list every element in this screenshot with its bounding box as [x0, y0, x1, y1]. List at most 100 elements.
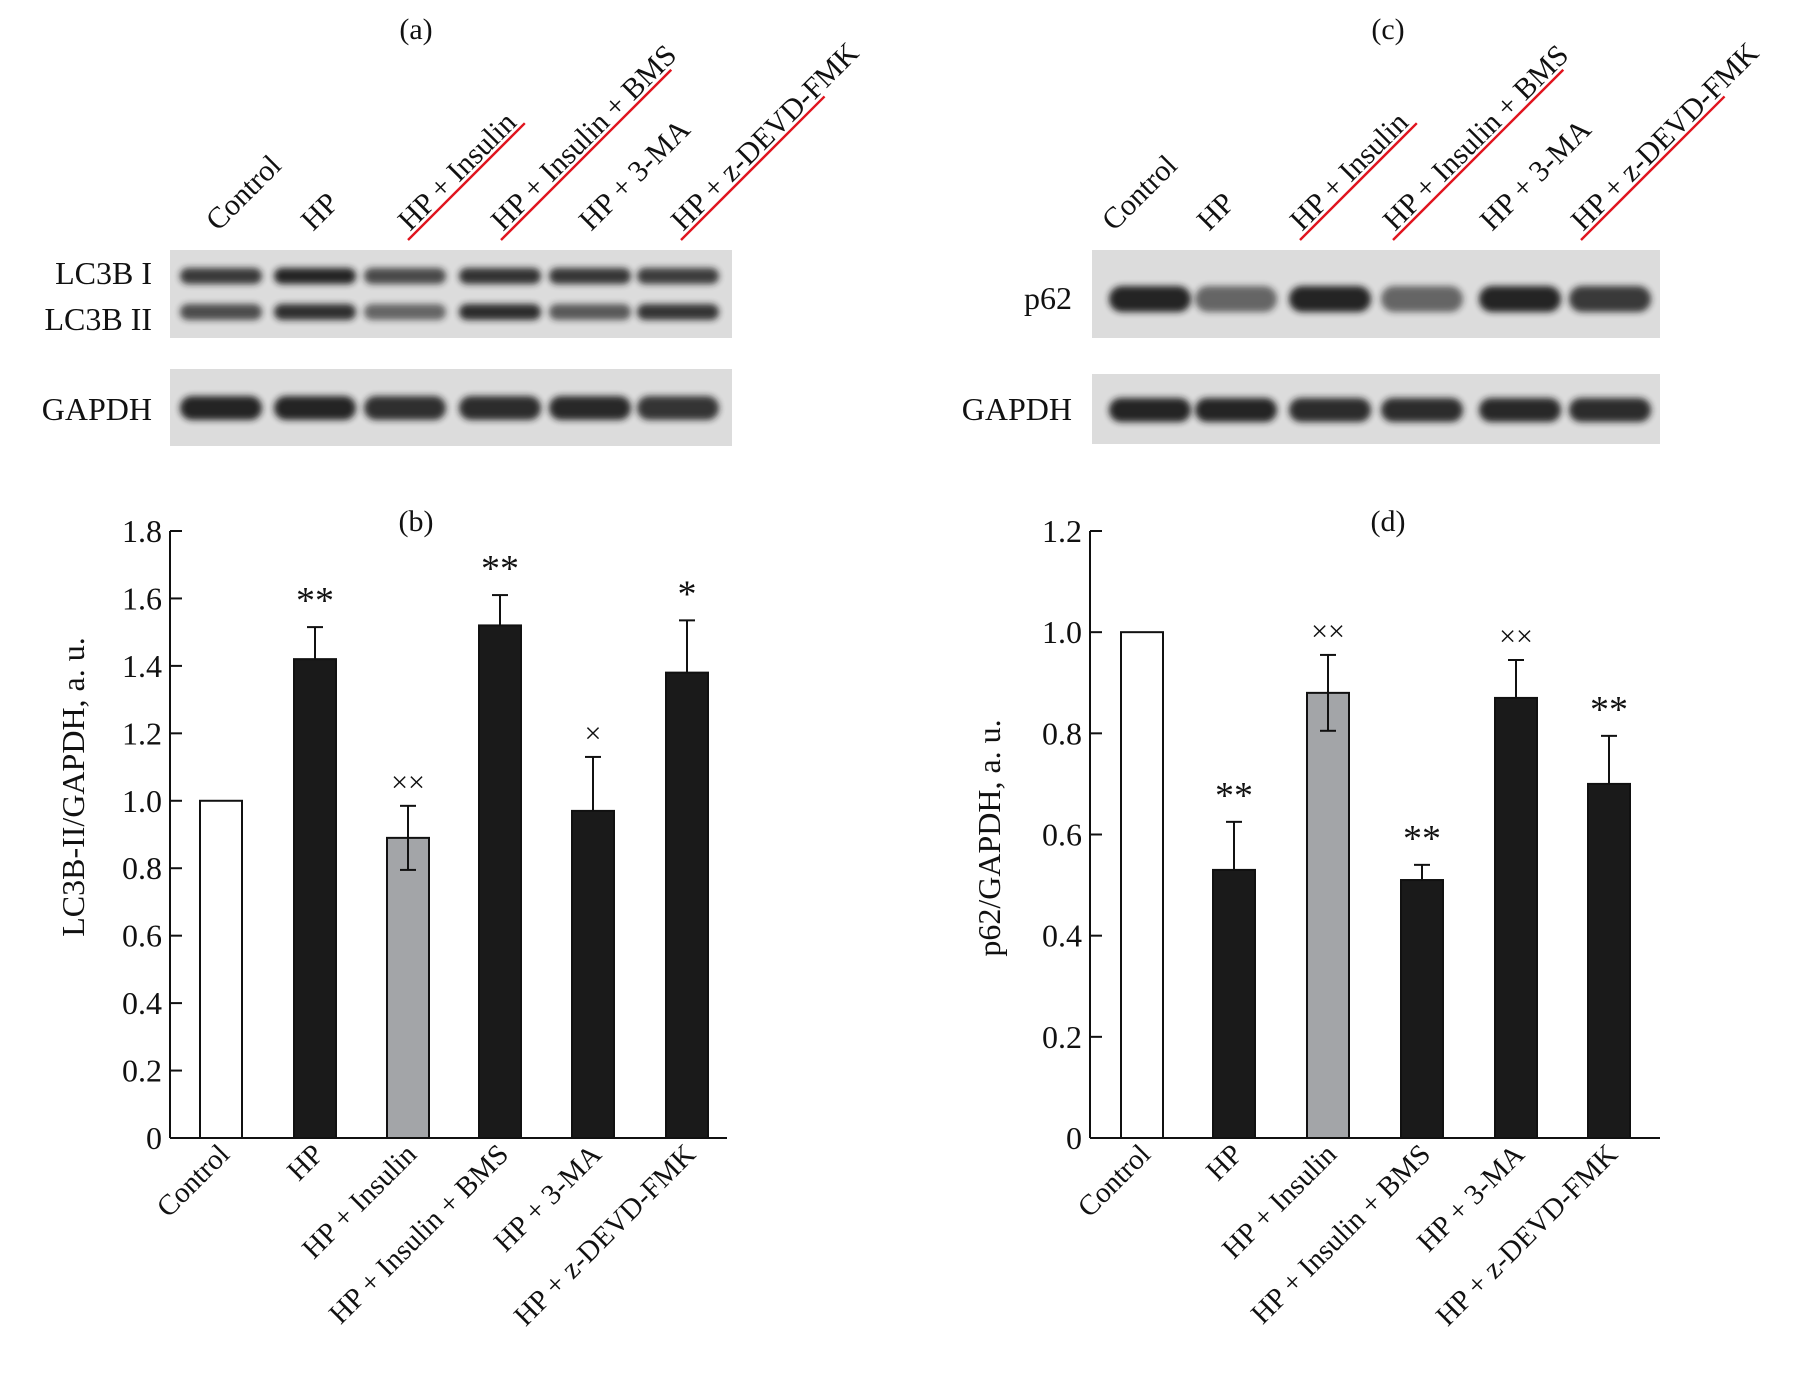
chart-d-bar-hp-z-devd-fmk: [1587, 782, 1631, 1140]
blot-a-lc3b-i-band-lane-5: [549, 268, 631, 284]
chart-d-x-tick-label-control: Control: [1072, 1138, 1157, 1223]
chart-d-y-tick-label: 1.2: [1042, 513, 1082, 549]
chart-b-x-tick-label-hp-z-devd-fmk: HP + z-DEVD-FMK: [508, 1138, 702, 1332]
blot-a-lc3b-ii-band-lane-6: [637, 304, 719, 320]
chart-b-x-tick-label-control: Control: [151, 1138, 236, 1223]
chart-d-significance-hp-3-ma: ××: [1499, 620, 1533, 653]
blot-c-gapdh-band-lane-5: [1479, 398, 1561, 422]
chart-d-x-tick-label-hp-insulin-bms: HP + Insulin + BMS: [1245, 1138, 1437, 1330]
chart-d-bar-control: [1120, 631, 1164, 1140]
chart-b-x-tick-label-hp: HP: [281, 1138, 330, 1187]
chart-d-x-tick-label-hp: HP: [1200, 1138, 1249, 1187]
chart-b-significance-hp-insulin-bms: **: [481, 548, 519, 590]
blot-a-lc3b-ii-band-lane-3: [364, 304, 446, 320]
blot-c-gapdh-band-lane-4: [1381, 398, 1463, 422]
blot-a-gapdh-band-lane-1: [180, 396, 262, 420]
chart-d-y-tick-label: 0.6: [1042, 817, 1082, 853]
blot-c-gapdh-band-lane-3: [1289, 398, 1371, 422]
chart-b-bar-hp-z-devd-fmk: [665, 671, 709, 1140]
panel-title-b: (b): [399, 505, 434, 538]
band-label-p62: p62: [1024, 280, 1072, 316]
chart-b-y-tick-label: 0.4: [122, 985, 162, 1021]
bar-chart-p62: p62/GAPDH, a. u. 0 0.2 0.4 0.6 0.8 1.0 1.2 Cont…: [971, 513, 1660, 1332]
blot-a-lc3b-ii-band-lane-5: [549, 304, 631, 320]
bar-chart-lc3b-ii: LC3B-II/GAPDH, a. u. 0 0.2 0.4 0.6 0.8 1.0 1.2…: [55, 513, 727, 1332]
blot-a-lc3b-i-band-lane-3: [364, 268, 446, 284]
blot-a-gapdh-band-lane-6: [637, 396, 719, 420]
chart-b-y-tick-label: 0.8: [122, 850, 162, 886]
blot-a-lane-underline-hp-insulin-bms: [500, 68, 673, 241]
blot-a-lc3b-i-band-lane-2: [274, 268, 356, 284]
chart-d-y-tick-label: 0.4: [1042, 918, 1082, 954]
chart-d-y-tick-label: 0.2: [1042, 1019, 1082, 1055]
blot-a-lane-label-control: Control: [200, 149, 288, 237]
blot-c-lane-underline-hp-insulin-bms: [1392, 68, 1565, 241]
blot-a-lc3b-i-band-lane-4: [459, 268, 541, 284]
chart-d-y-tick-label: 1.0: [1042, 614, 1082, 650]
blot-c-p62-band-lane-6: [1569, 286, 1651, 312]
blot-c-p62-band-lane-1: [1109, 286, 1191, 312]
blot-c-lane-label-hp-insulin-bms: HP + Insulin + BMS: [1377, 38, 1576, 237]
chart-b-y-tick-label: 1.0: [122, 783, 162, 819]
chart-b-bar-hp: [293, 658, 337, 1140]
panel-title-c: (c): [1371, 13, 1404, 46]
blot-c-p62-bands: [1109, 286, 1651, 312]
blot-c-lane-label-control: Control: [1096, 149, 1184, 237]
blot-a-gapdh-bands: [180, 396, 719, 420]
blot-a-lane-label-hp: HP: [295, 186, 345, 236]
panel-title-d: (d): [1371, 505, 1406, 538]
chart-b-y-axis-label: LC3B-II/GAPDH, a. u.: [55, 637, 91, 937]
panel-title-a: (a): [399, 13, 432, 46]
chart-b-significance-hp-z-devd-fmk: *: [678, 573, 697, 615]
blot-c-lane-label-hp: HP: [1191, 186, 1241, 236]
chart-d-significance-hp-insulin-bms: **: [1403, 818, 1441, 860]
chart-b-bar-hp-insulin: [386, 836, 430, 1139]
chart-d-bar-hp: [1212, 868, 1256, 1139]
chart-b-y-tick-label: 0.6: [122, 918, 162, 954]
blot-c-p62-band-lane-4: [1381, 286, 1463, 312]
chart-b-bar-control: [199, 799, 243, 1139]
chart-b-bar-hp-insulin-bms: [478, 624, 522, 1139]
blot-c-lane-underline-hp-z-devd-fmk: [1580, 95, 1726, 241]
blot-a-gapdh-band-lane-4: [459, 396, 541, 420]
blot-c-lane-underline-hp-insulin: [1299, 122, 1418, 241]
band-label-gapdh-a: GAPDH: [42, 391, 152, 427]
blot-a-lc3b-bands: [180, 268, 719, 320]
band-label-lc3b-ii: LC3B II: [44, 301, 152, 337]
chart-d-y-tick-label: 0: [1066, 1120, 1082, 1156]
chart-b-x-tick-label-hp-insulin-bms: HP + Insulin + BMS: [323, 1138, 515, 1330]
blot-a-lc3b-ii-band-lane-4: [459, 304, 541, 320]
chart-b-significance-hp: **: [296, 580, 334, 622]
blot-a-lc3b-membrane: [170, 250, 732, 338]
chart-b-y-tick-label: 0: [146, 1120, 162, 1156]
blot-c-p62-band-lane-2: [1195, 286, 1277, 312]
blot-c-gapdh-band-lane-6: [1569, 398, 1651, 422]
chart-d-significance-hp: **: [1215, 775, 1253, 817]
blot-c-gapdh-band-lane-2: [1195, 398, 1277, 422]
blot-a-gapdh-band-lane-3: [364, 396, 446, 420]
chart-b-y-tick-label: 0.2: [122, 1053, 162, 1089]
blot-c-gapdh-band-lane-1: [1109, 398, 1191, 422]
chart-d-significance-hp-insulin: ××: [1311, 615, 1345, 648]
chart-b-y-tick-label: 1.4: [122, 648, 162, 684]
blot-c-p62-band-lane-3: [1289, 286, 1371, 312]
chart-b-significance-hp-insulin: ××: [391, 766, 425, 799]
band-label-lc3b-i: LC3B I: [55, 255, 152, 291]
chart-d-y-tick-label: 0.8: [1042, 715, 1082, 751]
blot-a-lc3b-i-band-lane-1: [180, 268, 262, 284]
blot-a-gapdh-band-lane-5: [549, 396, 631, 420]
chart-b-bar-hp-3-ma: [571, 809, 615, 1140]
chart-b-significance-hp-3-ma: ×: [585, 717, 602, 750]
chart-b-y-tick-label: 1.8: [122, 513, 162, 549]
blot-a-lc3b-ii-band-lane-1: [180, 304, 262, 320]
blot-c-gapdh-bands: [1109, 398, 1651, 422]
blot-a-lane-underline-hp-z-devd-fmk: [680, 95, 826, 241]
chart-d-x-tick-label-hp-z-devd-fmk: HP + z-DEVD-FMK: [1430, 1138, 1624, 1332]
chart-d-bar-hp-insulin: [1306, 691, 1350, 1139]
chart-d-significance-hp-z-devd-fmk: **: [1590, 689, 1628, 731]
